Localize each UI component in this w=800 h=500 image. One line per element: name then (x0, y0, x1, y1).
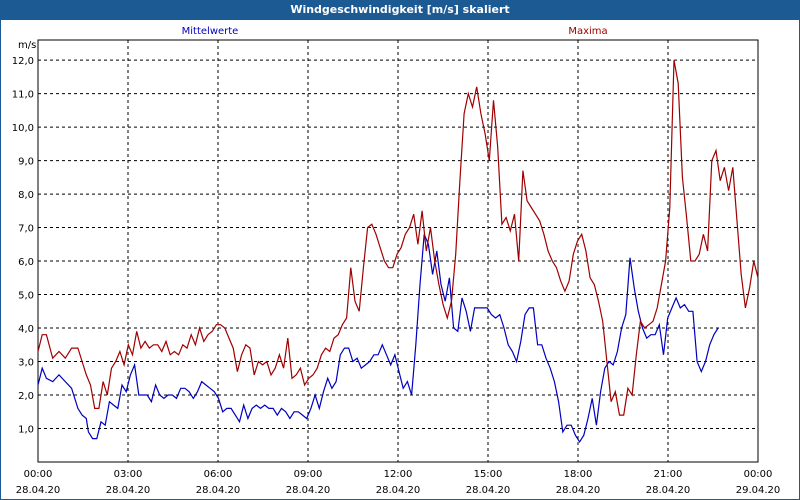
series-line-maxima (37, 59, 759, 416)
y-tick-label: 5,0 (18, 291, 34, 302)
x-tick-time: 00:00 (744, 469, 773, 480)
x-tick-date: 28.04.20 (556, 485, 601, 496)
x-tick-time: 18:00 (564, 469, 593, 480)
chart-title: Windgeschwindigkeit [m/s] skaliert (0, 0, 800, 20)
x-tick-time: 09:00 (294, 469, 323, 480)
legend-maxima: Maxima (568, 26, 607, 37)
x-tick-time: 21:00 (654, 469, 683, 480)
x-tick-time: 15:00 (474, 469, 503, 480)
y-axis-unit: m/s (18, 40, 36, 51)
x-tick-date: 28.04.20 (196, 485, 241, 496)
x-tick-date: 28.04.20 (16, 485, 61, 496)
y-tick-label: 4,0 (18, 324, 34, 335)
x-tick-date: 28.04.20 (646, 485, 691, 496)
x-tick-date: 29.04.20 (736, 485, 781, 496)
legend-mittelwerte: Mittelwerte (182, 26, 239, 37)
x-tick-date: 28.04.20 (466, 485, 511, 496)
x-tick-time: 12:00 (384, 469, 413, 480)
y-tick-label: 10,0 (12, 123, 34, 134)
x-tick-time: 00:00 (24, 469, 53, 480)
y-tick-label: 7,0 (18, 224, 34, 235)
y-tick-label: 9,0 (18, 157, 34, 168)
y-tick-label: 11,0 (12, 90, 34, 101)
x-tick-date: 28.04.20 (106, 485, 151, 496)
y-tick-label: 3,0 (18, 358, 34, 369)
series-line-mittelwerte (37, 234, 719, 444)
y-tick-label: 12,0 (12, 56, 34, 67)
y-tick-label: 8,0 (18, 190, 34, 201)
x-tick-date: 28.04.20 (286, 485, 331, 496)
y-tick-label: 1,0 (18, 425, 34, 436)
y-tick-label: 6,0 (18, 257, 34, 268)
x-tick-time: 06:00 (204, 469, 233, 480)
y-tick-label: 2,0 (18, 391, 34, 402)
x-tick-date: 28.04.20 (376, 485, 421, 496)
x-tick-time: 03:00 (114, 469, 143, 480)
